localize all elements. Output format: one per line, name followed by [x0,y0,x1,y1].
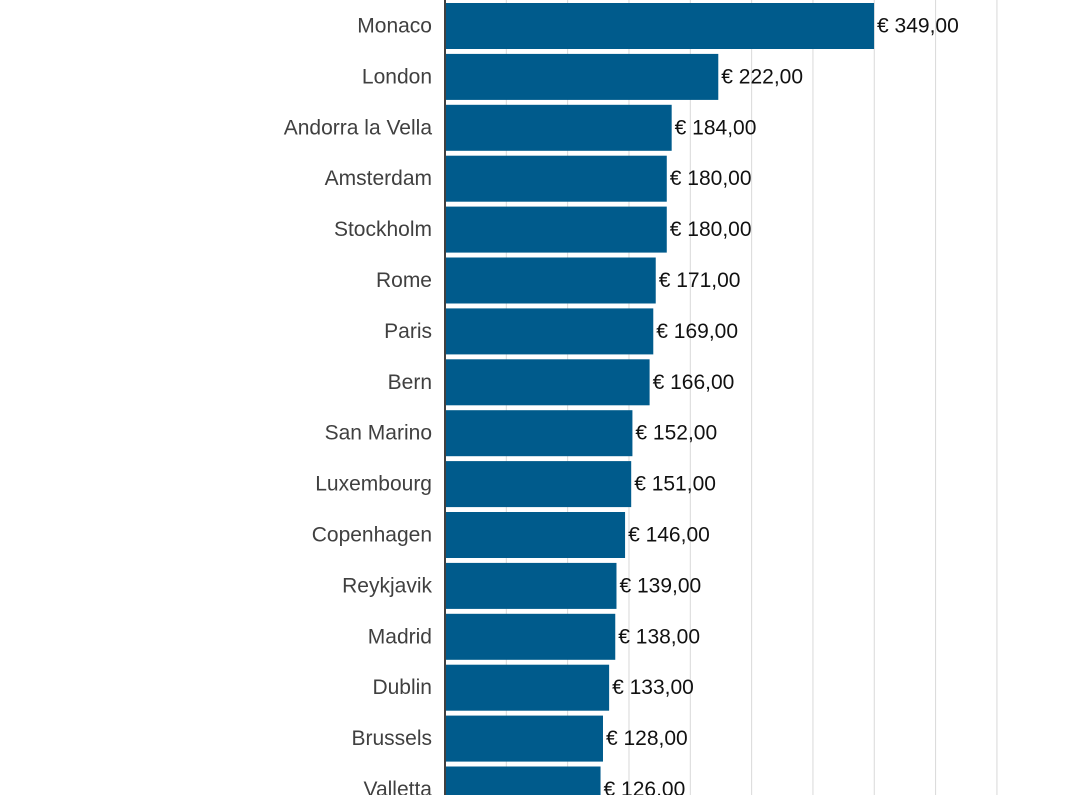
bar [446,766,601,795]
category-label: Rome [376,269,432,292]
category-label: Copenhagen [312,524,432,547]
value-label: € 180,00 [670,167,752,190]
category-label: Luxembourg [315,473,432,496]
bar [446,410,633,457]
bar [446,3,875,49]
bar [446,53,719,100]
category-label: Bern [388,371,432,394]
value-label: € 171,00 [659,269,741,292]
bar [446,715,603,762]
category-label: Stockholm [334,218,432,241]
bar [446,257,656,304]
bar [446,104,672,151]
bar [446,308,654,355]
bar [446,562,617,609]
category-labels: Monaco London Andorra la Vella Amsterdam Sto… [284,15,433,795]
bar [446,664,610,711]
bars [446,3,875,795]
bar [446,155,667,202]
category-label: San Marino [325,422,432,445]
value-label: € 152,00 [635,422,717,445]
value-label: € 128,00 [606,727,688,750]
category-label: Reykjavik [342,574,432,597]
category-label: Valletta [364,778,433,795]
category-label: Dublin [372,676,432,699]
bar [446,512,626,558]
value-labels: € 349,00 € 222,00 € 184,00 € 180,00 € 180,00… [604,15,959,795]
value-label: € 169,00 [656,320,738,343]
value-label: € 126,00 [604,778,686,795]
value-label: € 222,00 [721,65,803,88]
bar [446,206,667,253]
bar [446,613,616,660]
category-label: Paris [384,320,432,343]
category-label: Monaco [357,15,432,38]
category-label: Brussels [351,727,432,750]
value-label: € 133,00 [612,676,694,699]
category-label: Amsterdam [325,167,432,190]
value-label: € 180,00 [670,218,752,241]
bar [446,359,650,406]
value-label: € 184,00 [675,116,757,139]
value-label: € 146,00 [628,524,710,547]
category-label: Andorra la Vella [284,116,433,139]
value-label: € 166,00 [653,371,735,394]
value-label: € 151,00 [634,473,716,496]
bar [446,461,632,508]
category-label: Madrid [368,625,432,648]
value-label: € 349,00 [877,15,959,38]
value-label: € 139,00 [619,574,701,597]
category-label: London [362,65,432,88]
value-label: € 138,00 [618,625,700,648]
